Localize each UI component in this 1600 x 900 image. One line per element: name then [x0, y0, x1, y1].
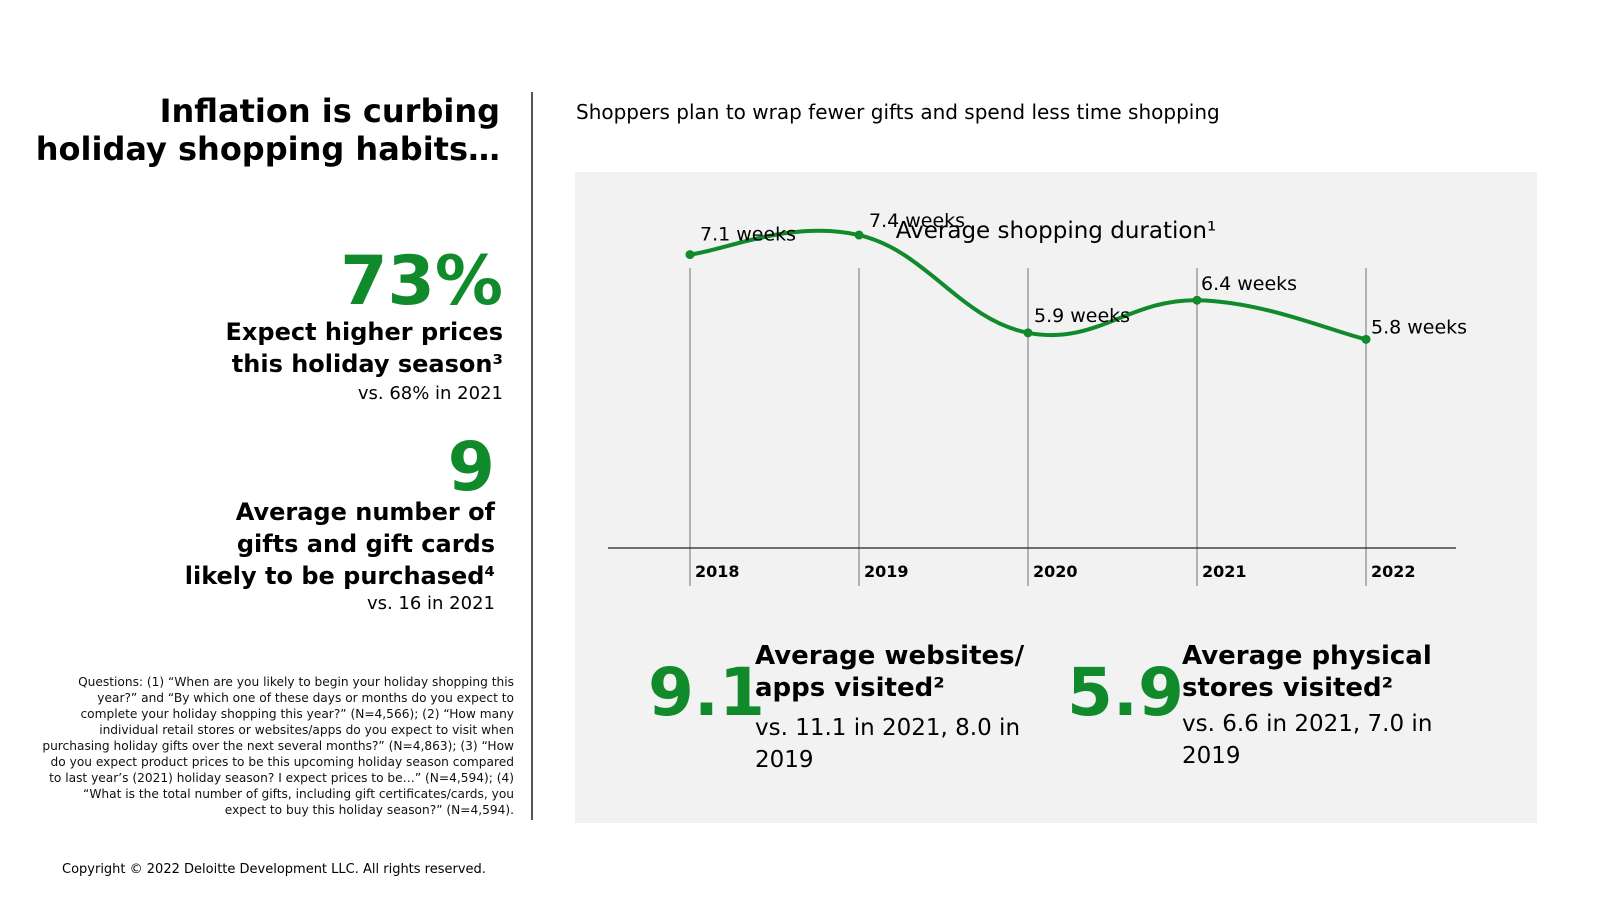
data-label-2021: 6.4 weeks	[1201, 273, 1297, 295]
vertical-divider	[531, 92, 533, 820]
data-label-2022: 5.8 weeks	[1371, 316, 1467, 338]
chart-title: Average shopping duration¹	[896, 218, 1216, 244]
data-point-2021	[1192, 295, 1202, 305]
stores-kpi-label-line2: stores visited²	[1182, 673, 1394, 703]
x-tick-label-2021: 2021	[1202, 562, 1247, 581]
shopping-duration-chart: Average shopping duration¹ 2018 2019 2020 20…	[608, 210, 1467, 586]
data-point-2018	[685, 250, 695, 260]
gifts-stat-label-line1: Average number of	[235, 498, 495, 526]
prices-stat-label-line2: this holiday season³	[231, 350, 503, 378]
data-label-2018: 7.1 weeks	[700, 224, 796, 246]
x-tick-label-2022: 2022	[1371, 562, 1416, 581]
x-tick-label-2019: 2019	[864, 562, 909, 581]
data-label-2020: 5.9 weeks	[1034, 305, 1130, 327]
stores-kpi-label-line1: Average physical	[1182, 641, 1432, 671]
stores-kpi-comparison: vs. 6.6 in 2021, 7.0 in 2019	[1182, 711, 1433, 769]
prices-stat-label: Expect higher prices this holiday season…	[83, 316, 503, 380]
websites-kpi-label: Average websites/ apps visited²	[755, 640, 1040, 704]
x-tick-label-2020: 2020	[1033, 562, 1078, 581]
chart-panel	[575, 172, 1537, 823]
gifts-stat-label: Average number of gifts and gift cards l…	[95, 496, 495, 592]
x-tick-label-2018: 2018	[695, 562, 740, 581]
data-point-2020	[1023, 328, 1033, 338]
websites-kpi-value: 9.1	[648, 654, 765, 731]
data-point-2022	[1361, 334, 1371, 344]
data-point-2019	[854, 230, 864, 240]
prices-stat-value: 73%	[340, 242, 503, 321]
stores-kpi-label: Average physical stores visited²	[1182, 640, 1472, 704]
websites-kpi-comparison: vs. 11.1 in 2021, 8.0 in 2019	[755, 715, 1021, 773]
data-label-2019: 7.4 weeks	[869, 210, 965, 232]
survey-questions-footnote: Questions: (1) “When are you likely to b…	[42, 675, 514, 817]
page-title-line1: Inflation is curbing	[159, 92, 500, 130]
page-title-line2: holiday shopping habits…	[35, 130, 500, 168]
gifts-stat-label-line2: gifts and gift cards	[236, 530, 495, 558]
gifts-stat-comparison: vs. 16 in 2021	[366, 593, 495, 614]
prices-stat-label-line1: Expect higher prices	[225, 318, 503, 346]
prices-stat-comparison: vs. 68% in 2021	[357, 383, 503, 404]
section-subtitle: Shoppers plan to wrap fewer gifts and sp…	[576, 100, 1220, 124]
copyright-notice: Copyright © 2022 Deloitte Development LL…	[62, 862, 486, 877]
gifts-stat-value: 9	[447, 428, 495, 507]
stores-kpi-value: 5.9	[1067, 654, 1184, 731]
gifts-stat-label-line3: likely to be purchased⁴	[184, 562, 495, 590]
page-title: Inflation is curbing holiday shopping ha…	[20, 92, 500, 168]
websites-kpi-label-line2: apps visited²	[755, 673, 945, 703]
websites-kpi-label-line1: Average websites/	[755, 641, 1025, 671]
